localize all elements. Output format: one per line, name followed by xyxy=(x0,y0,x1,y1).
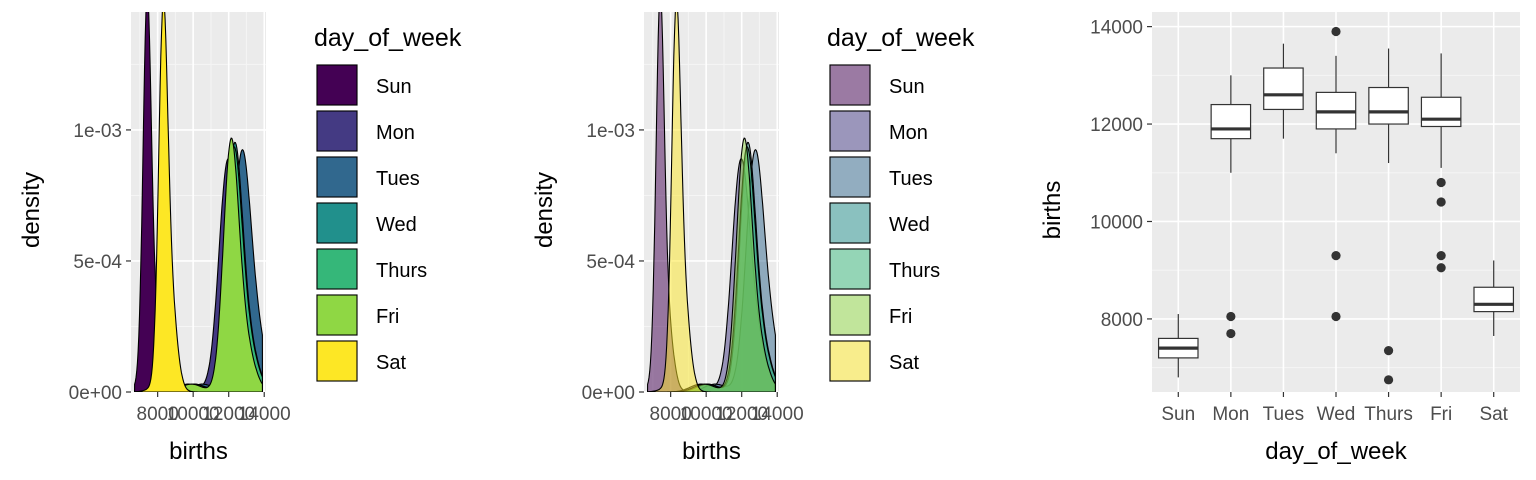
legend-label-wed: Wed xyxy=(889,214,930,236)
y-tick-label: 5e-04 xyxy=(73,252,122,273)
legend-label-tues: Tues xyxy=(889,168,933,190)
legend: day_of_week Sun Mon Tues Wed Thurs Fri Sat xyxy=(827,24,975,382)
box-iqr xyxy=(1473,286,1515,313)
legend-label-fri: Fri xyxy=(889,306,912,328)
box-sun xyxy=(1157,314,1199,378)
outlier-point xyxy=(1436,177,1446,188)
y-tick-label: 10000 xyxy=(1090,212,1143,233)
box-tues xyxy=(1263,43,1304,139)
legend-key-tues xyxy=(829,156,871,198)
box-iqr xyxy=(1263,67,1304,111)
box-sat xyxy=(1473,260,1515,336)
y-tick-label: 0e+00 xyxy=(69,383,122,404)
x-tick-label: 8000 xyxy=(137,404,179,425)
legend-key-wed xyxy=(316,202,358,244)
legend-label-mon: Mon xyxy=(376,122,415,144)
x-tick-label: Mon xyxy=(1212,404,1249,425)
x-tick-label: Sat xyxy=(1479,404,1508,425)
x-tick-label: 14000 xyxy=(238,404,291,425)
y-axis-title: density xyxy=(531,172,558,248)
legend-key-mon xyxy=(316,110,358,152)
legend-key-sun xyxy=(829,64,871,106)
y-tick-label: 5e-04 xyxy=(586,252,635,273)
outlier-point xyxy=(1331,26,1341,37)
x-tick-label: 10000 xyxy=(167,404,220,425)
x-tick-label: 10000 xyxy=(680,404,733,425)
legend-title: day_of_week xyxy=(827,24,975,52)
legend-key-mon xyxy=(829,110,871,152)
legend-label-sat: Sat xyxy=(376,352,406,374)
legend-key-fri xyxy=(829,294,871,336)
y-tick-label: 1e-03 xyxy=(73,121,122,142)
box-iqr xyxy=(1368,86,1409,125)
x-axis-title: day_of_week xyxy=(1265,438,1407,465)
outlier-point xyxy=(1226,328,1236,339)
box-wed xyxy=(1315,26,1357,322)
outlier-point xyxy=(1226,311,1236,322)
x-tick-label: Fri xyxy=(1430,404,1452,425)
legend-key-tues xyxy=(316,156,358,198)
box-iqr xyxy=(1420,96,1462,128)
outlier-point xyxy=(1383,375,1394,385)
legend: day_of_week Sun Mon Tues Wed Thurs Fri Sat xyxy=(314,24,462,382)
legend-label-sun: Sun xyxy=(889,76,925,98)
x-tick-label: Tues xyxy=(1263,404,1305,425)
box-fri xyxy=(1420,53,1462,273)
legend-key-wed xyxy=(829,202,871,244)
density-areas xyxy=(133,12,263,392)
legend-key-sat xyxy=(316,340,358,382)
density-area-sat xyxy=(133,12,263,392)
boxplot-panel: 8000 10000 12000 14000 Sun Mon Tues Wed Thurs Fri… xyxy=(1039,12,1520,465)
y-tick-label: 12000 xyxy=(1090,115,1143,136)
legend-label-sat: Sat xyxy=(889,352,919,374)
outlier-point xyxy=(1383,345,1394,356)
density-area-fri xyxy=(134,137,263,392)
legend-key-thurs xyxy=(829,248,871,290)
legend-key-sat xyxy=(829,340,871,382)
y-axis-title: density xyxy=(18,172,45,248)
box-mon xyxy=(1210,75,1252,339)
outlier-point xyxy=(1436,263,1446,273)
density-areas xyxy=(646,12,776,392)
y-axis-title: births xyxy=(1039,181,1066,240)
box-thurs xyxy=(1368,48,1409,385)
x-tick-label: Wed xyxy=(1317,404,1356,425)
outlier-point xyxy=(1331,250,1341,261)
legend-key-thurs xyxy=(316,248,358,290)
y-tick-label: 8000 xyxy=(1101,310,1143,331)
x-tick-label: Thurs xyxy=(1364,404,1413,425)
box-iqr xyxy=(1210,103,1252,140)
x-tick-label: 12000 xyxy=(715,404,768,425)
outlier-point xyxy=(1331,311,1341,322)
legend-label-tues: Tues xyxy=(376,168,420,190)
legend-title: day_of_week xyxy=(314,24,462,52)
y-tick-label: 1e-03 xyxy=(586,121,635,142)
y-tick-label: 14000 xyxy=(1090,18,1143,39)
x-tick-label: Sun xyxy=(1161,404,1195,425)
x-axis-title: births xyxy=(682,438,741,465)
outlier-point xyxy=(1436,250,1446,261)
legend-key-sun xyxy=(316,64,358,106)
legend-label-fri: Fri xyxy=(376,306,399,328)
density-area-sat xyxy=(646,12,776,392)
outlier-point xyxy=(1436,197,1446,207)
density-area-fri xyxy=(647,137,776,392)
legend-label-mon: Mon xyxy=(889,122,928,144)
legend-label-thurs: Thurs xyxy=(889,260,940,282)
x-tick-label: 12000 xyxy=(202,404,255,425)
x-tick-label: 14000 xyxy=(751,404,804,425)
legend-label-thurs: Thurs xyxy=(376,260,427,282)
legend-label-sun: Sun xyxy=(376,76,412,98)
y-tick-label: 0e+00 xyxy=(582,383,635,404)
legend-label-wed: Wed xyxy=(376,214,417,236)
legend-key-fri xyxy=(316,294,358,336)
x-tick-label: 8000 xyxy=(650,404,692,425)
x-axis-title: births xyxy=(169,438,228,465)
